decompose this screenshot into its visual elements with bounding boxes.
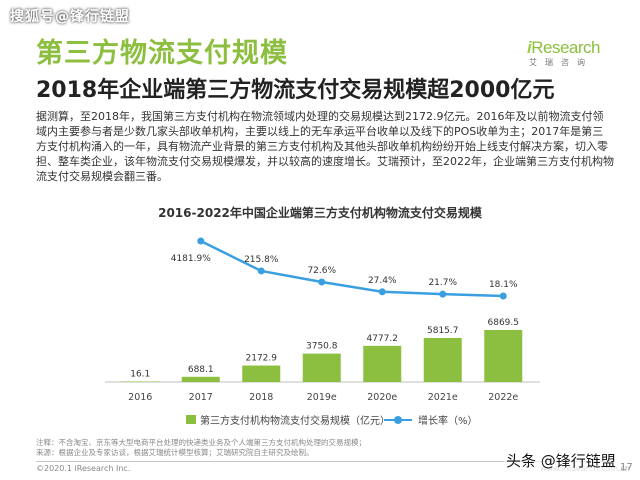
- x-tick-label: 2020e: [367, 392, 397, 403]
- iresearch-logo: iResearch 艾瑞咨询: [527, 38, 607, 72]
- x-tick-label: 2021e: [428, 392, 458, 403]
- bar: [363, 345, 402, 382]
- growth-value-label: 27.4%: [368, 276, 397, 286]
- bar: [484, 330, 523, 382]
- bar-value-label: 2172.9: [246, 354, 278, 364]
- bar: [242, 365, 281, 382]
- chart-source: 来源：根据企业及专家访谈，根据艾瑞统计模型核算；艾瑞研究院自主研究及绘制。: [36, 448, 314, 457]
- x-tick-label: 2017: [189, 392, 213, 403]
- footer-copyright: ©2020.1 iResearch Inc.: [36, 464, 131, 473]
- page-title: 第三方物流支付规模: [36, 38, 288, 69]
- growth-point: [378, 288, 386, 296]
- bar-value-label: 6869.5: [488, 318, 520, 328]
- bar-value-label: 16.1: [130, 370, 150, 380]
- logo-wordmark: iResearch: [527, 38, 600, 57]
- growth-value-label: 72.6%: [307, 266, 336, 276]
- page-subtitle: 2018年企业端第三方物流支付交易规模超2000亿元: [36, 78, 555, 103]
- growth-value-label: 215.8%: [244, 255, 279, 265]
- chart-note: 注释：不含淘宝、京东等大型电商平台处理的快递类业务及个人端第三方支付机构处理的交…: [36, 438, 366, 447]
- x-tick-label: 2016: [128, 392, 152, 403]
- watermark-top: 搜狐号@锋行链盟: [10, 9, 130, 25]
- legend-item-line: 增长率（%）: [384, 412, 478, 427]
- bar: [302, 353, 341, 382]
- growth-value-label: 21.7%: [428, 278, 457, 288]
- growth-point: [197, 237, 205, 245]
- summary-paragraph: 据测算，至2018年，我国第三方支付机构在物流领域内处理的交易规模达到2172.…: [36, 110, 614, 183]
- bar-value-label: 3750.8: [306, 342, 338, 352]
- watermark-bottom: 头条 @锋行链盟: [504, 450, 618, 471]
- growth-point: [439, 290, 447, 298]
- bar-value-label: 4777.2: [367, 334, 399, 344]
- logo-subtitle: 艾瑞咨询: [529, 58, 593, 67]
- footer-divider: [36, 461, 616, 462]
- legend-swatch-line: [384, 415, 412, 424]
- x-tick-label: 2018: [249, 392, 273, 403]
- growth-line: [200, 239, 504, 298]
- x-tick-label: 2019e: [307, 392, 337, 403]
- x-tick-label: 2022e: [488, 392, 518, 403]
- growth-point: [499, 292, 507, 300]
- growth-point: [257, 267, 265, 275]
- bar: [121, 381, 160, 382]
- chart-legend: 第三方支付机构物流支付交易规模（亿元） 增长率（%）: [0, 412, 640, 428]
- legend-label-line: 增长率（%）: [418, 416, 478, 427]
- legend-item-bar: 第三方支付机构物流支付交易规模（亿元）: [186, 412, 390, 427]
- chart-title: 2016-2022年中国企业端第三方支付机构物流支付交易规模: [158, 206, 482, 220]
- bar-value-label: 688.1: [188, 365, 214, 375]
- bar-value-label: 5815.7: [427, 326, 459, 336]
- legend-swatch-bar: [186, 415, 196, 424]
- bar: [423, 337, 462, 382]
- growth-point: [318, 278, 326, 286]
- growth-value-label: 18.1%: [489, 280, 518, 290]
- growth-value-label: 4181.9%: [171, 254, 211, 264]
- page-number: 17: [620, 462, 633, 473]
- legend-label-bar: 第三方支付机构物流支付交易规模（亿元）: [200, 416, 390, 427]
- bar: [181, 376, 220, 382]
